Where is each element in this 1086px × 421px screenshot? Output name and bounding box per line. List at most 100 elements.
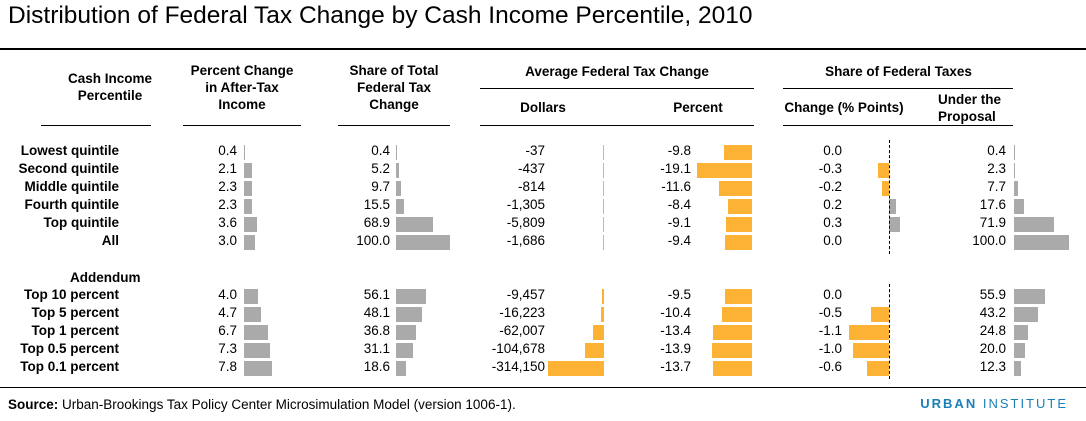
data-label: -13.9	[660, 341, 691, 356]
bar	[1014, 361, 1021, 376]
data-label: -1,686	[506, 233, 545, 248]
bar	[244, 145, 246, 160]
bar	[396, 343, 413, 358]
bar	[852, 343, 889, 358]
source-text: Urban-Brookings Tax Policy Center Micros…	[58, 397, 516, 412]
share-total-col-rule	[338, 125, 450, 126]
bar	[602, 289, 604, 304]
source-label: Source:	[8, 397, 59, 412]
data-label: 43.2	[979, 305, 1006, 320]
bar	[1014, 217, 1054, 232]
header-share-change: Change (% Points)	[784, 100, 904, 115]
bar	[548, 361, 604, 376]
bar	[1014, 145, 1015, 160]
zero-line	[889, 140, 890, 254]
data-label: 68.9	[363, 215, 390, 230]
bar	[244, 199, 253, 214]
data-label: -814	[517, 179, 545, 194]
row-label: Second quintile	[18, 161, 119, 176]
data-label: 100.0	[972, 233, 1006, 248]
data-label: 0.0	[823, 143, 842, 158]
bar	[602, 217, 604, 232]
bar	[870, 307, 889, 322]
data-label: -9.8	[667, 143, 691, 158]
bar	[727, 199, 752, 214]
urban-institute-logo: URBAN INSTITUTE	[920, 396, 1068, 411]
share-group-rule	[783, 88, 1013, 89]
bottom-rule	[0, 387, 1086, 388]
data-label: -0.5	[818, 305, 842, 320]
row-label: Top 0.1 percent	[20, 359, 119, 374]
data-label: -11.6	[661, 179, 691, 194]
data-label: -19.1	[660, 161, 691, 176]
data-label: 55.9	[979, 287, 1006, 302]
bar	[1014, 199, 1024, 214]
data-label: 48.1	[363, 305, 390, 320]
brand-part1: URBAN	[920, 396, 978, 411]
data-label: 0.0	[823, 233, 842, 248]
bar	[881, 181, 889, 196]
chart-title: Distribution of Federal Tax Change by Ca…	[8, 2, 753, 29]
data-label: -10.4	[660, 305, 691, 320]
row-label: Top 5 percent	[31, 305, 119, 320]
share-col-rule	[783, 125, 1013, 126]
bar	[396, 325, 416, 340]
data-label: -8.4	[667, 197, 691, 212]
bar	[712, 361, 752, 376]
data-label: 6.7	[218, 323, 237, 338]
header-pct-change: Percent Change in After-Tax Income	[190, 63, 294, 112]
data-label: 20.0	[979, 341, 1006, 356]
bar	[1014, 289, 1045, 304]
header-avg-percent: Percent	[673, 100, 723, 115]
data-label: 2.3	[987, 161, 1006, 176]
bar	[603, 181, 604, 196]
bar	[244, 217, 257, 232]
data-label: 0.2	[823, 197, 842, 212]
bar	[396, 217, 434, 232]
bar	[889, 199, 897, 214]
data-label: -9,457	[506, 287, 545, 302]
bar	[244, 181, 253, 196]
data-label: 3.0	[218, 233, 237, 248]
bar	[244, 289, 259, 304]
data-label: 2.3	[218, 197, 237, 212]
data-label: -1.1	[818, 323, 842, 338]
data-label: 100.0	[356, 233, 390, 248]
data-label: -104,678	[491, 341, 545, 356]
top-rule	[0, 48, 1086, 50]
bar	[711, 343, 752, 358]
bar	[396, 289, 427, 304]
data-label: 71.9	[979, 215, 1006, 230]
bar	[244, 343, 271, 358]
data-label: 31.1	[363, 341, 390, 356]
bar	[592, 325, 604, 340]
data-label: 2.3	[218, 179, 237, 194]
zero-line	[889, 284, 890, 379]
bar	[1014, 307, 1038, 322]
bar	[396, 307, 422, 322]
bar	[396, 361, 407, 376]
data-label: 36.8	[363, 323, 390, 338]
header-share-total: Share of Total Federal Tax Change	[349, 63, 439, 112]
bar	[244, 307, 261, 322]
row-label: Top 10 percent	[23, 287, 119, 302]
row-label: All	[101, 233, 119, 248]
income-col-rule	[41, 125, 151, 126]
brand-part2: INSTITUTE	[977, 396, 1068, 411]
bar	[849, 325, 889, 340]
header-share-under: Under the Proposal	[938, 92, 1002, 124]
data-label: 0.4	[218, 143, 237, 158]
data-label: -62,007	[499, 323, 545, 338]
bar	[244, 235, 255, 250]
data-label: -13.4	[660, 323, 691, 338]
bar	[603, 235, 604, 250]
avg-group-rule	[480, 88, 754, 89]
bar	[723, 145, 752, 160]
data-label: -1.0	[818, 341, 842, 356]
data-label: 18.6	[363, 359, 390, 374]
bar	[396, 163, 399, 178]
row-label: Middle quintile	[24, 179, 120, 194]
bar	[585, 343, 604, 358]
data-label: 0.4	[371, 143, 390, 158]
bar	[878, 163, 889, 178]
